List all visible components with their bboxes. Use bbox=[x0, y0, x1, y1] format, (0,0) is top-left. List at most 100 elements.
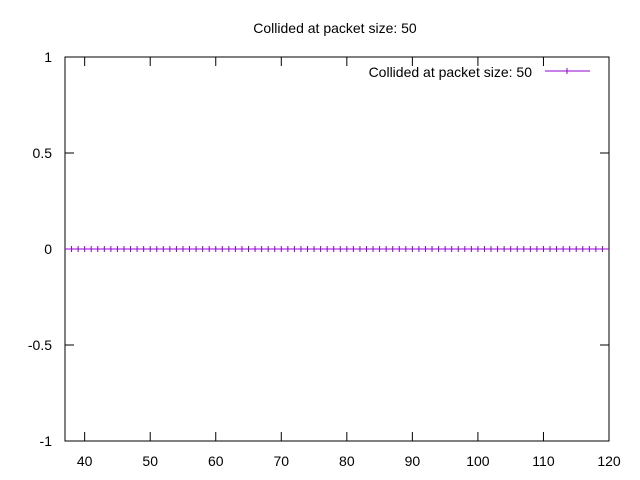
data-point bbox=[527, 246, 534, 252]
data-point bbox=[553, 246, 560, 252]
data-point bbox=[153, 246, 160, 252]
data-point bbox=[442, 246, 449, 252]
data-point bbox=[238, 246, 245, 252]
data-point bbox=[134, 246, 141, 252]
data-point bbox=[592, 246, 599, 252]
data-point bbox=[166, 246, 173, 252]
y-axis: 1 0.5 0 -0.5 -1 bbox=[28, 49, 609, 449]
data-point bbox=[520, 246, 527, 252]
data-point bbox=[271, 246, 278, 252]
data-point bbox=[540, 246, 547, 252]
data-point bbox=[245, 246, 252, 252]
data-point bbox=[514, 246, 521, 252]
y-tick-label: 0.5 bbox=[33, 145, 53, 161]
data-point bbox=[160, 246, 167, 252]
data-point bbox=[75, 246, 82, 252]
legend-marker bbox=[564, 68, 570, 74]
data-point bbox=[114, 246, 121, 252]
data-point bbox=[212, 246, 219, 252]
x-tick-label: 40 bbox=[77, 453, 93, 469]
data-point bbox=[88, 246, 95, 252]
data-point bbox=[127, 246, 134, 252]
data-point bbox=[429, 246, 436, 252]
data-point bbox=[356, 246, 363, 252]
data-point bbox=[206, 246, 213, 252]
data-point bbox=[422, 246, 429, 252]
x-tick-label: 110 bbox=[532, 453, 555, 469]
data-point bbox=[199, 246, 206, 252]
data-point bbox=[219, 246, 226, 252]
data-point bbox=[258, 246, 265, 252]
data-point bbox=[468, 246, 475, 252]
x-tick-label: 120 bbox=[597, 453, 621, 469]
data-point bbox=[193, 246, 200, 252]
data-point bbox=[533, 246, 540, 252]
data-point bbox=[337, 246, 344, 252]
data-point bbox=[599, 246, 606, 252]
data-point bbox=[448, 246, 455, 252]
data-point bbox=[173, 246, 180, 252]
x-axis: 40 50 60 70 80 90 100 110 120 bbox=[77, 57, 621, 469]
data-point bbox=[232, 246, 239, 252]
y-tick-label: 0 bbox=[44, 241, 52, 257]
data-point bbox=[350, 246, 357, 252]
x-tick-label: 50 bbox=[142, 453, 158, 469]
data-point bbox=[284, 246, 291, 252]
data-point bbox=[186, 246, 193, 252]
data-point bbox=[370, 246, 377, 252]
data-point bbox=[494, 246, 501, 252]
data-point bbox=[488, 246, 495, 252]
data-point bbox=[461, 246, 468, 252]
data-point bbox=[481, 246, 488, 252]
data-point bbox=[363, 246, 370, 252]
data-point bbox=[435, 246, 442, 252]
data-point bbox=[252, 246, 259, 252]
data-point bbox=[297, 246, 304, 252]
x-tick-label: 60 bbox=[208, 453, 224, 469]
data-point bbox=[573, 246, 580, 252]
series-layer bbox=[65, 246, 609, 252]
y-tick-label: 1 bbox=[44, 49, 52, 65]
data-point bbox=[547, 246, 554, 252]
data-point bbox=[140, 246, 147, 252]
data-point bbox=[566, 246, 573, 252]
data-point bbox=[147, 246, 154, 252]
data-point bbox=[415, 246, 422, 252]
y-tick-label: -0.5 bbox=[28, 337, 52, 353]
data-point bbox=[94, 246, 101, 252]
data-point bbox=[507, 246, 514, 252]
data-point bbox=[586, 246, 593, 252]
data-point bbox=[501, 246, 508, 252]
data-point bbox=[409, 246, 416, 252]
y-tick-label: -1 bbox=[40, 433, 53, 449]
data-point bbox=[120, 246, 127, 252]
x-tick-label: 90 bbox=[405, 453, 421, 469]
data-point bbox=[311, 246, 318, 252]
data-point bbox=[324, 246, 331, 252]
data-point bbox=[343, 246, 350, 252]
data-point bbox=[389, 246, 396, 252]
data-point bbox=[317, 246, 324, 252]
data-point bbox=[560, 246, 567, 252]
data-point bbox=[455, 246, 462, 252]
data-point bbox=[474, 246, 481, 252]
data-point bbox=[383, 246, 390, 252]
x-tick-label: 70 bbox=[274, 453, 290, 469]
data-point bbox=[330, 246, 337, 252]
x-tick-label: 80 bbox=[339, 453, 355, 469]
data-point bbox=[278, 246, 285, 252]
data-point bbox=[265, 246, 272, 252]
data-point bbox=[396, 246, 403, 252]
legend: Collided at packet size: 50 bbox=[369, 64, 590, 80]
data-point bbox=[179, 246, 186, 252]
data-point bbox=[579, 246, 586, 252]
x-tick-label: 100 bbox=[466, 453, 490, 469]
data-point bbox=[376, 246, 383, 252]
data-point bbox=[225, 246, 232, 252]
data-point bbox=[304, 246, 311, 252]
data-point bbox=[81, 246, 88, 252]
data-point bbox=[402, 246, 409, 252]
data-point bbox=[68, 246, 75, 252]
chart-title: Collided at packet size: 50 bbox=[253, 20, 417, 36]
